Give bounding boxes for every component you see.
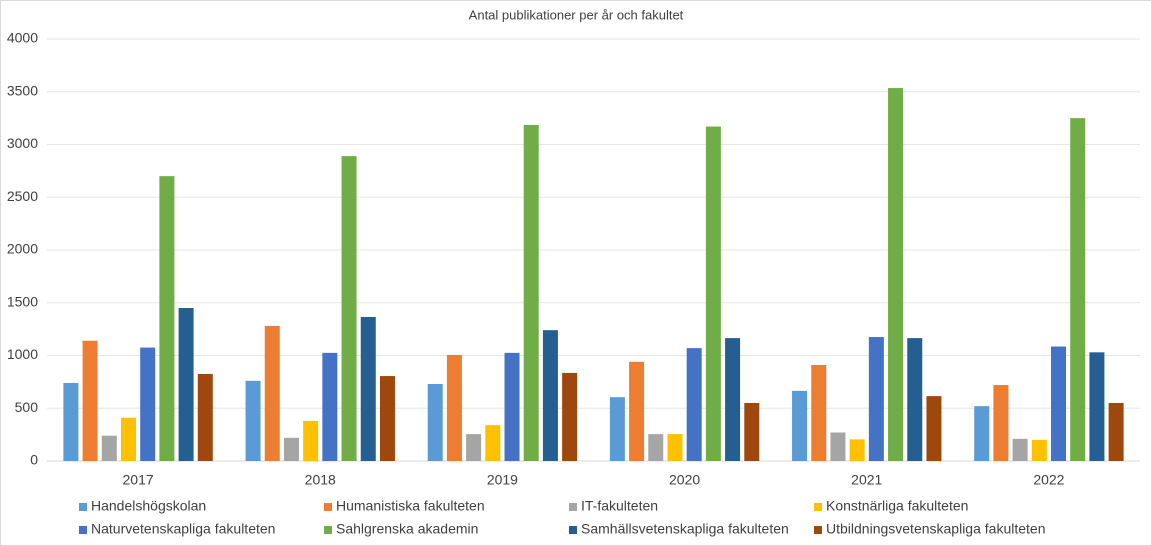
legend-swatch xyxy=(814,526,822,534)
bar xyxy=(609,397,625,461)
x-tick-label: 2019 xyxy=(487,472,518,488)
bar xyxy=(341,156,357,462)
legend-swatch xyxy=(79,503,87,511)
bar xyxy=(1070,118,1086,461)
bar xyxy=(888,88,904,462)
bar xyxy=(629,361,645,461)
bar xyxy=(140,347,156,461)
bar xyxy=(686,348,702,461)
bar xyxy=(101,435,117,461)
bar xyxy=(303,420,319,461)
legend-label: Naturvetenskapliga fakulteten xyxy=(91,521,275,537)
x-tick-label: 2017 xyxy=(123,472,154,488)
x-tick-label: 2021 xyxy=(851,472,882,488)
legend-label: Humanistiska fakulteten xyxy=(336,498,485,514)
legend-swatch xyxy=(324,503,332,511)
bar xyxy=(811,364,827,461)
bar xyxy=(993,385,1009,461)
legend-label: Handelshögskolan xyxy=(91,498,206,514)
bar xyxy=(446,354,462,461)
bar xyxy=(1012,438,1028,461)
bar xyxy=(830,432,846,461)
bar xyxy=(849,439,865,461)
legend-swatch xyxy=(79,526,87,534)
bar xyxy=(360,316,376,461)
bar xyxy=(1031,439,1047,461)
bar xyxy=(926,396,942,461)
bar xyxy=(485,425,501,461)
legend-label: Konstnärliga fakulteten xyxy=(826,498,968,514)
y-tick-label: 1000 xyxy=(7,346,38,362)
legend-label: IT-fakulteten xyxy=(581,498,658,514)
legend-label: Samhällsvetenskapliga fakulteten xyxy=(581,521,789,537)
bar xyxy=(178,308,194,461)
bar xyxy=(82,340,98,461)
y-tick-label: 3500 xyxy=(7,82,38,98)
y-tick-label: 3000 xyxy=(7,135,38,151)
bar xyxy=(562,372,578,461)
x-tick-label: 2022 xyxy=(1033,472,1064,488)
legend-label: Utbildningsvetenskapliga fakulteten xyxy=(826,521,1045,537)
bar xyxy=(197,373,213,461)
bar xyxy=(705,126,721,461)
bar xyxy=(427,383,443,461)
bar xyxy=(283,437,299,461)
x-tick-label: 2018 xyxy=(305,472,336,488)
bar xyxy=(792,390,808,461)
bar xyxy=(379,376,395,461)
y-tick-label: 0 xyxy=(30,452,38,468)
bar xyxy=(744,402,760,461)
bar xyxy=(120,417,136,461)
bar xyxy=(504,352,520,461)
y-tick-label: 1500 xyxy=(7,293,38,309)
y-tick-label: 2000 xyxy=(7,241,38,257)
bar xyxy=(667,434,683,461)
legend-swatch xyxy=(814,503,822,511)
bar xyxy=(264,325,280,461)
y-tick-label: 500 xyxy=(15,399,39,415)
bar xyxy=(1108,402,1124,461)
bar xyxy=(523,124,539,462)
legend-swatch xyxy=(324,526,332,534)
bar xyxy=(245,380,261,461)
bar xyxy=(322,352,338,461)
legend-swatch xyxy=(569,526,577,534)
bar xyxy=(907,338,923,461)
bar xyxy=(868,337,884,461)
x-tick-label: 2020 xyxy=(669,472,700,488)
bar xyxy=(466,434,482,461)
bar xyxy=(725,338,741,461)
bar xyxy=(1051,346,1067,461)
bar xyxy=(974,406,990,461)
bar xyxy=(159,176,175,461)
bar xyxy=(648,434,664,461)
bar xyxy=(542,330,558,461)
bar xyxy=(63,382,79,461)
legend-label: Sahlgrenska akademin xyxy=(336,521,478,537)
y-tick-label: 2500 xyxy=(7,188,38,204)
y-tick-label: 4000 xyxy=(7,30,38,46)
chart-title: Antal publikationer per år och fakultet xyxy=(469,7,684,22)
bar xyxy=(1089,352,1105,461)
legend-swatch xyxy=(569,503,577,511)
